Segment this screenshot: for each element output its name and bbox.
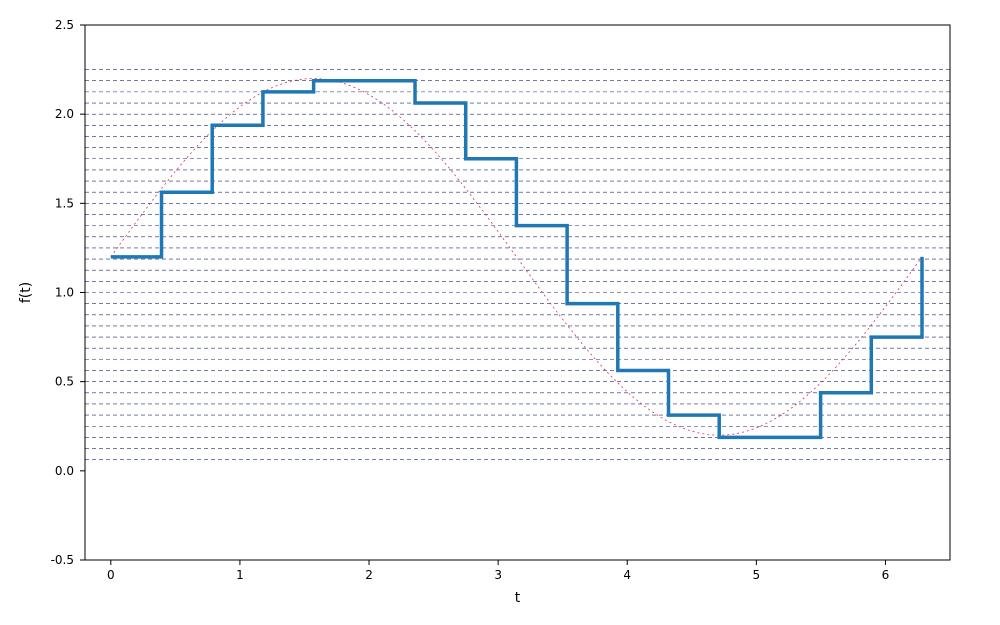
chart-figure: 0 1 2 3 4 5 6 -0.5 0.0 0.5 1.0 1.5 2.0 2.5 t f(t) t f(t… — [0, 0, 1000, 625]
x-tick-label: 3 — [494, 568, 502, 582]
y-tick-label: 1.5 — [55, 196, 74, 210]
y-tick-label: 1.0 — [55, 286, 74, 300]
y-tick-label: 0.0 — [55, 464, 74, 478]
x-tick-label: 6 — [882, 568, 890, 582]
x-tick-label: 1 — [236, 568, 244, 582]
x-tick-label: 5 — [753, 568, 761, 582]
y-tick-label: 0.5 — [55, 375, 74, 389]
y-tick-label: -0.5 — [51, 553, 74, 567]
x-axis-label: t — [515, 590, 521, 606]
x-tick-label: 4 — [623, 568, 631, 582]
chart-svg: 0 1 2 3 4 5 6 -0.5 0.0 0.5 1.0 1.5 2.0 2.5 t f(t) — [0, 0, 1000, 625]
y-axis-label: f(t) — [18, 282, 34, 303]
y-tick-label: 2.0 — [55, 107, 74, 121]
x-tick-label: 2 — [365, 568, 373, 582]
x-tick-label: 0 — [107, 568, 115, 582]
y-tick-label: 2.5 — [55, 18, 74, 32]
